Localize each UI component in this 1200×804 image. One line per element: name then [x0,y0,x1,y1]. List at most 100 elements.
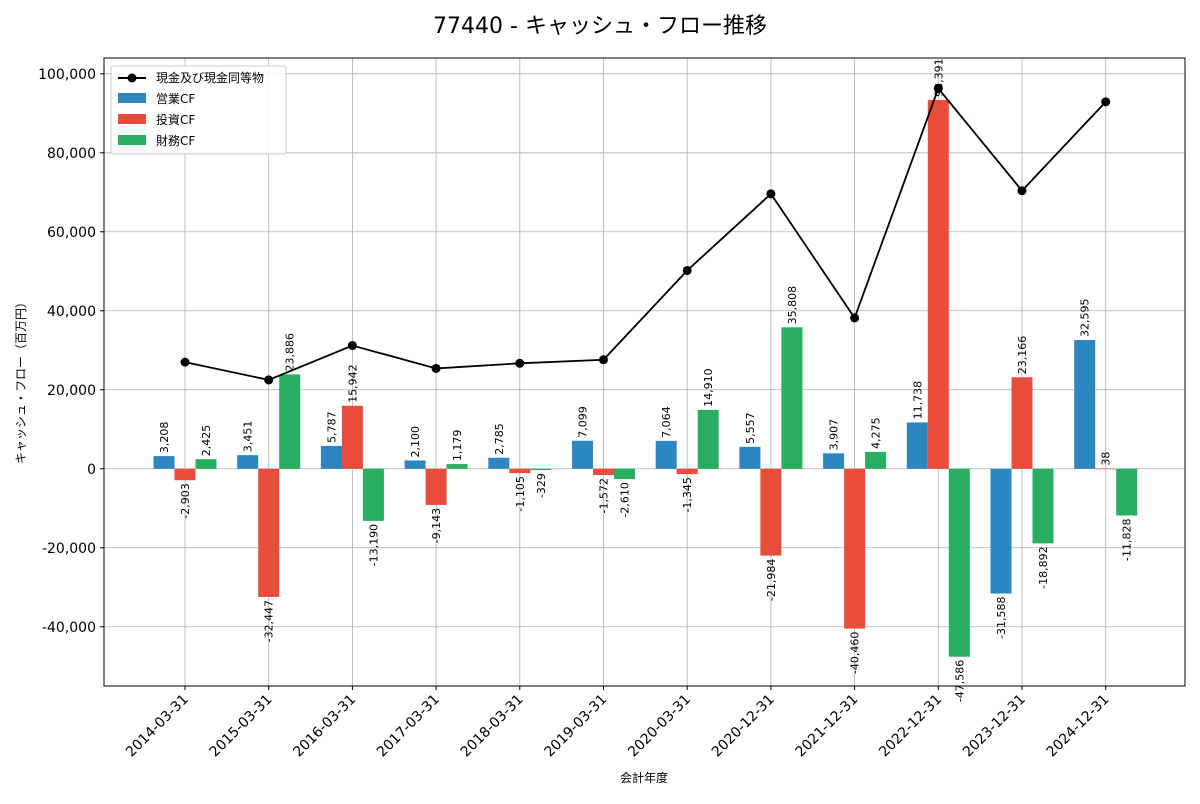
bar [676,468,698,475]
cash-point [1017,186,1027,196]
legend-label-cash: 現金及び現金同等物 [156,70,264,85]
plot-frame [103,57,1186,687]
legend-swatch-financing [118,135,146,145]
bar [153,456,175,469]
bar-value-label: -2,610 [619,482,632,517]
legend-label-financing: 財務CF [156,133,195,148]
cash-point [431,363,441,373]
bar-value-label: -32,447 [263,600,276,642]
x-axis-label: 会計年度 [620,770,668,785]
cash-point [850,313,860,323]
bar-value-label: 2,425 [200,425,213,457]
bar [1032,468,1054,544]
bar [614,468,635,480]
bar [488,457,510,469]
bar-value-label: -1,105 [514,476,527,511]
cash-point [264,375,274,385]
bar [593,468,614,475]
bar [404,460,426,469]
cash-point [1101,97,1111,107]
x-tick-label: 2017-03-31 [374,692,443,761]
legend-label-operating: 営業CF [156,92,195,106]
y-tick-label: 20,000 [47,383,96,399]
bars [153,99,1138,657]
bar [341,405,363,469]
bar-value-label: -1,345 [681,477,694,512]
y-axis: -40,000 -20,000 0 20,000 40,000 60,000 80,000 1… [38,67,104,636]
bar-value-label: 23,886 [284,333,297,372]
bar-value-label: 3,907 [828,419,841,451]
x-tick-label: 2018-03-31 [458,692,527,761]
bar [195,459,217,469]
bar-value-label: 14,910 [702,368,715,407]
x-tick-label: 2014-03-31 [123,692,192,761]
legend-swatch-investing [118,114,146,124]
bar-value-label: 4,275 [870,417,883,449]
bar-value-label: -13,190 [367,524,380,566]
bar [425,468,447,505]
cash-point [933,83,943,93]
cash-line [180,83,1111,385]
y-tick-label: 0 [87,462,96,478]
bar-value-label: 15,942 [346,364,359,403]
bar-value-label: 23,166 [1016,336,1029,375]
bar [865,451,887,469]
bar [1011,377,1033,469]
bar [446,464,468,469]
x-tick-label: 2015-03-31 [207,692,276,761]
x-tick-label: 2021-12-31 [793,692,862,761]
bar-value-label: -329 [535,473,548,498]
cash-point [682,265,692,275]
cash-point [515,358,525,368]
bar-value-label: 2,100 [409,426,422,458]
bar-value-label: -9,143 [430,508,443,543]
bar [530,468,552,471]
bar [655,440,677,469]
y-tick-label: 80,000 [47,146,96,162]
x-tick-label: 2016-03-31 [290,692,359,761]
bar [948,468,970,657]
legend-line-marker [127,73,137,83]
bar-value-label: 35,808 [786,286,799,325]
x-tick-label: 2023-12-31 [960,692,1029,761]
data-labels: 3,208 3,451 5,787 2,100 2,785 7,099 7,064 5,557… [158,58,1134,702]
bar [823,453,845,469]
bar [781,327,803,469]
bar-value-label: -31,588 [995,597,1008,639]
x-tick-label: 2020-12-31 [709,692,778,761]
cash-line-path [184,86,1107,381]
y-tick-label: -20,000 [42,541,96,557]
x-tick-label: 2024-12-31 [1044,692,1113,761]
bar-value-label: 7,064 [660,406,673,438]
bar [174,468,196,481]
bar-value-label: 7,099 [577,406,590,438]
legend-swatch-operating [118,93,146,103]
x-tick-label: 2022-12-31 [876,692,945,761]
cash-point [347,341,357,351]
x-tick-label: 2019-03-31 [541,692,610,761]
y-tick-label: -40,000 [42,620,96,636]
bar-value-label: -21,984 [765,559,778,601]
bar [237,455,259,469]
bar [1074,340,1096,469]
legend-label-investing: 投資CF [156,112,195,127]
bar-value-label: -18,892 [1037,546,1050,588]
bar-value-label: 38 [1100,452,1113,466]
cash-point [766,189,776,199]
bar [906,422,928,469]
bar [927,99,949,469]
bar-value-label: 11,738 [911,381,924,420]
bar [844,468,866,629]
bar [1116,468,1138,516]
bar [760,468,782,556]
bar [258,468,280,597]
bar-value-label: -40,460 [849,632,862,674]
cash-point [180,357,190,367]
bar [320,445,342,469]
bar-value-label: 2,785 [493,423,506,455]
bar-value-label: 32,595 [1079,299,1092,338]
chart-title: 77440 - キャッシュ・フロー推移 [433,14,767,39]
bar-value-label: -47,586 [953,660,966,702]
legend: 現金及び現金同等物 営業CF 投資CF 財務CF [110,65,287,155]
